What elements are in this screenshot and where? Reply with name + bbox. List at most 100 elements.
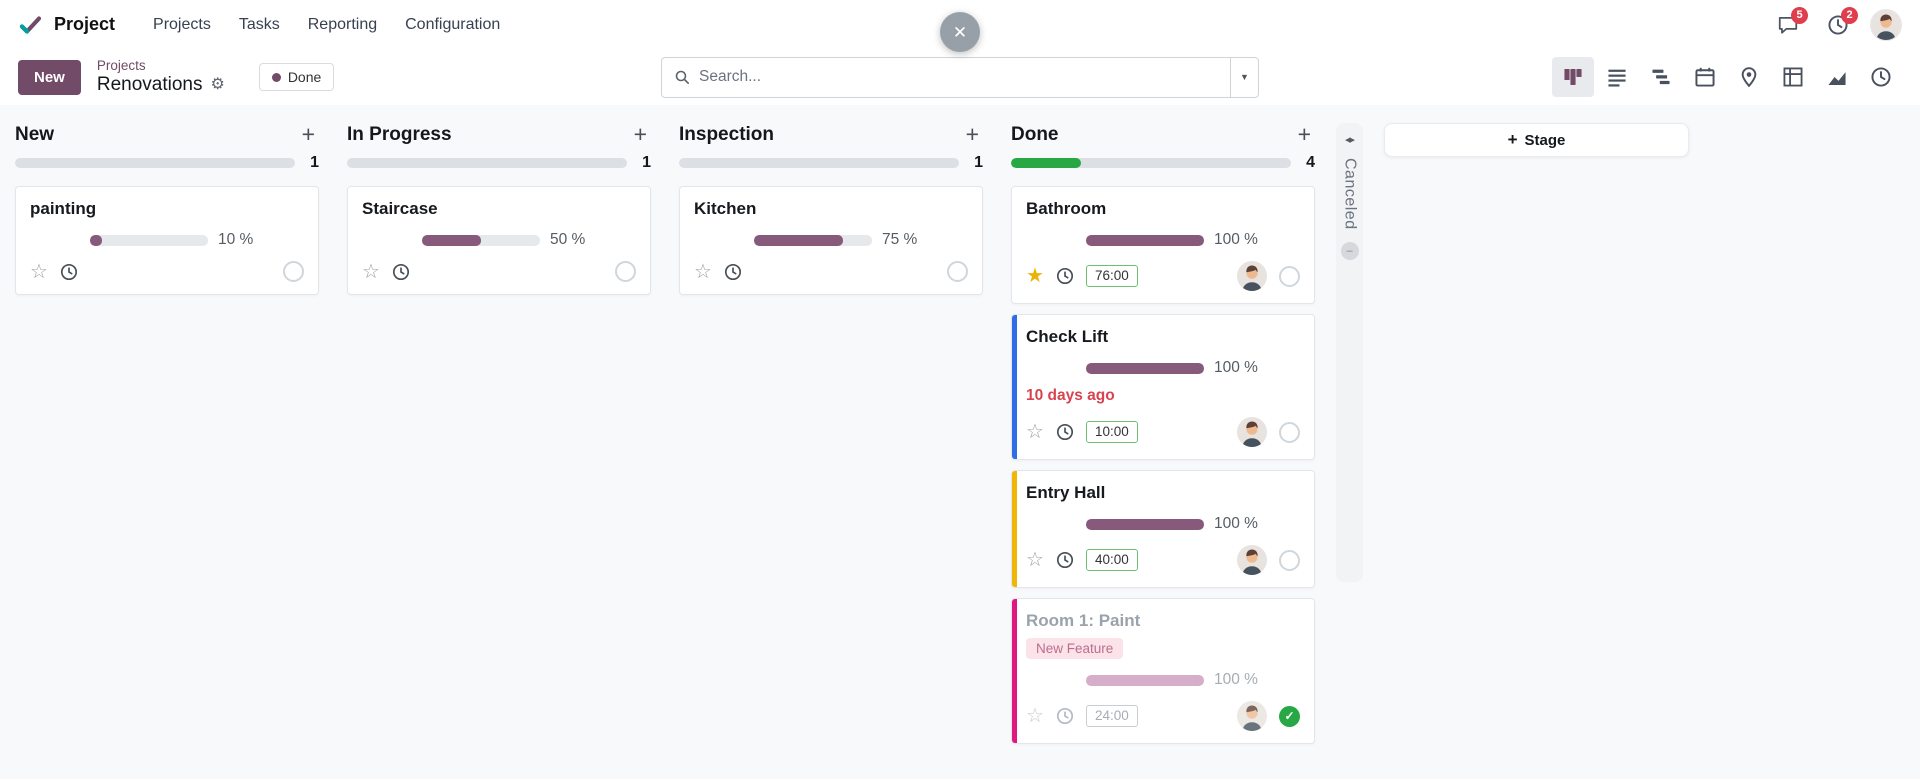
column-progressbar[interactable] [1011,158,1291,168]
menu-reporting[interactable]: Reporting [296,8,389,42]
caret-down-icon: ▼ [1240,72,1249,82]
unfold-column-icon[interactable]: ◂▸ [1344,134,1355,146]
menu-projects[interactable]: Projects [141,8,223,42]
activities-button[interactable]: 2 [1820,6,1858,43]
card-clock-icon[interactable] [724,263,742,281]
page-title: Renovations [96,73,203,95]
card-clock-icon[interactable] [392,263,410,281]
card-progressbar-fill [1086,674,1204,686]
add-card-icon[interactable]: + [630,123,651,146]
card-state-icon[interactable]: ✓ [1279,705,1300,727]
search-dropdown-toggle[interactable]: ▼ [1230,56,1259,98]
collapsed-column-badge: – [1340,241,1359,260]
column-title: Done [1011,123,1059,145]
add-card-icon[interactable]: + [1294,123,1315,146]
close-button[interactable]: ✕ [940,12,980,52]
card-progress-label: 100 % [1214,359,1258,376]
card-star-icon[interactable]: ☆ [30,260,48,283]
breadcrumb-parent-link[interactable]: Projects [96,57,146,73]
card-star-icon[interactable]: ☆ [1026,421,1044,443]
card-hours-badge[interactable]: 76:00 [1085,264,1138,288]
add-card-icon[interactable]: + [298,123,319,146]
activity-clock-icon [1827,14,1849,36]
card-star-icon[interactable]: ☆ [1026,549,1044,571]
card-state-icon[interactable] [283,261,304,282]
card-star-icon[interactable]: ☆ [1026,705,1044,727]
kanban-columns: New + 1 painting 10 % ☆ [15,123,1315,744]
card-star-icon[interactable]: ☆ [362,260,380,283]
view-kanban-button[interactable] [1552,57,1594,97]
card-clock-icon[interactable] [1056,707,1074,725]
card-title: Check Lift [1026,327,1109,346]
kanban-card[interactable]: Bathroom 100 % ★ 76:00 [1011,186,1315,304]
add-stage-button[interactable]: + Stage [1384,123,1689,157]
card-clock-icon[interactable] [1056,551,1074,569]
view-graph-button[interactable] [1816,57,1858,97]
view-calendar-button[interactable] [1684,57,1726,97]
view-activity-button[interactable] [1860,57,1902,97]
kanban-card[interactable]: Entry Hall 100 % ☆ 40:00 [1011,470,1315,588]
card-star-icon[interactable]: ☆ [694,260,712,283]
menu-tasks[interactable]: Tasks [227,8,292,42]
card-progress-label: 100 % [1214,231,1258,248]
card-hours-badge[interactable]: 10:00 [1085,420,1138,444]
add-card-icon[interactable]: + [962,123,983,146]
card-progress-label: 75 % [882,231,918,248]
new-button[interactable]: New [18,59,81,95]
card-avatar[interactable] [1237,545,1267,575]
settings-gear-icon[interactable]: ⚙ [210,76,225,94]
collapsed-column-canceled[interactable]: ◂▸ Canceled – [1336,123,1363,582]
card-avatar[interactable] [1237,701,1267,731]
kanban-column: Inspection + 1 Kitchen 75 % ☆ [679,123,983,744]
card-hours-badge[interactable]: 40:00 [1085,548,1138,572]
card-avatar[interactable] [1237,417,1267,447]
card-progressbar-fill [754,234,843,246]
kanban-card[interactable]: Check Lift 100 % 10 days ago ☆ 10:00 [1011,314,1315,460]
kanban-column: Done + 4 Bathroom 100 % ★ 76:00 [1011,123,1315,744]
kanban-card[interactable]: Room 1: Paint New Feature 100 % ☆ 24:00 … [1011,598,1315,744]
card-state-icon[interactable] [947,261,968,282]
card-state-icon[interactable] [615,261,636,282]
column-count: 4 [1306,154,1315,171]
card-clock-icon[interactable] [1056,423,1074,441]
stage-dot-icon [271,72,281,82]
search-input[interactable] [699,68,1218,86]
breadcrumb: Projects Renovations ⚙ [97,58,225,97]
card-progress-label: 100 % [1214,515,1258,532]
view-pivot-button[interactable] [1772,57,1814,97]
column-progressbar[interactable] [679,158,959,168]
card-clock-icon[interactable] [1056,267,1074,285]
app-name[interactable]: Project [54,14,116,34]
card-state-icon[interactable] [1279,549,1300,571]
kanban-card[interactable]: painting 10 % ☆ [15,186,319,295]
column-cards: Staircase 50 % ☆ [347,186,651,295]
kanban-column: In Progress + 1 Staircase 50 % ☆ [347,123,651,744]
app-menus: Projects Tasks Reporting Configuration [141,8,512,42]
card-clock-icon[interactable] [60,263,78,281]
card-progressbar-fill [90,234,102,246]
app-logo-icon [18,13,42,37]
column-progressbar[interactable] [347,158,627,168]
user-avatar[interactable] [1870,8,1902,41]
plus-icon: + [1507,130,1518,149]
kanban-card[interactable]: Kitchen 75 % ☆ [679,186,983,295]
view-list-button[interactable] [1596,57,1638,97]
project-stage-pill[interactable]: Done [258,63,335,91]
kanban-card[interactable]: Staircase 50 % ☆ [347,186,651,295]
card-progressbar [754,234,872,246]
card-star-icon[interactable]: ★ [1026,265,1044,287]
card-hours-badge[interactable]: 24:00 [1085,704,1138,728]
card-title: Bathroom [1026,199,1107,218]
messages-button[interactable]: 5 [1770,6,1808,43]
activities-badge: 2 [1841,6,1858,24]
card-state-icon[interactable] [1279,421,1300,443]
view-gantt-button[interactable] [1640,57,1682,97]
card-state-icon[interactable] [1279,265,1300,287]
column-cards: Kitchen 75 % ☆ [679,186,983,295]
column-progressbar-fill [1011,158,1081,168]
menu-configuration[interactable]: Configuration [393,8,512,42]
column-progressbar[interactable] [15,158,295,168]
view-map-button[interactable] [1728,57,1770,97]
card-avatar[interactable] [1237,261,1267,291]
column-count: 1 [310,154,319,171]
